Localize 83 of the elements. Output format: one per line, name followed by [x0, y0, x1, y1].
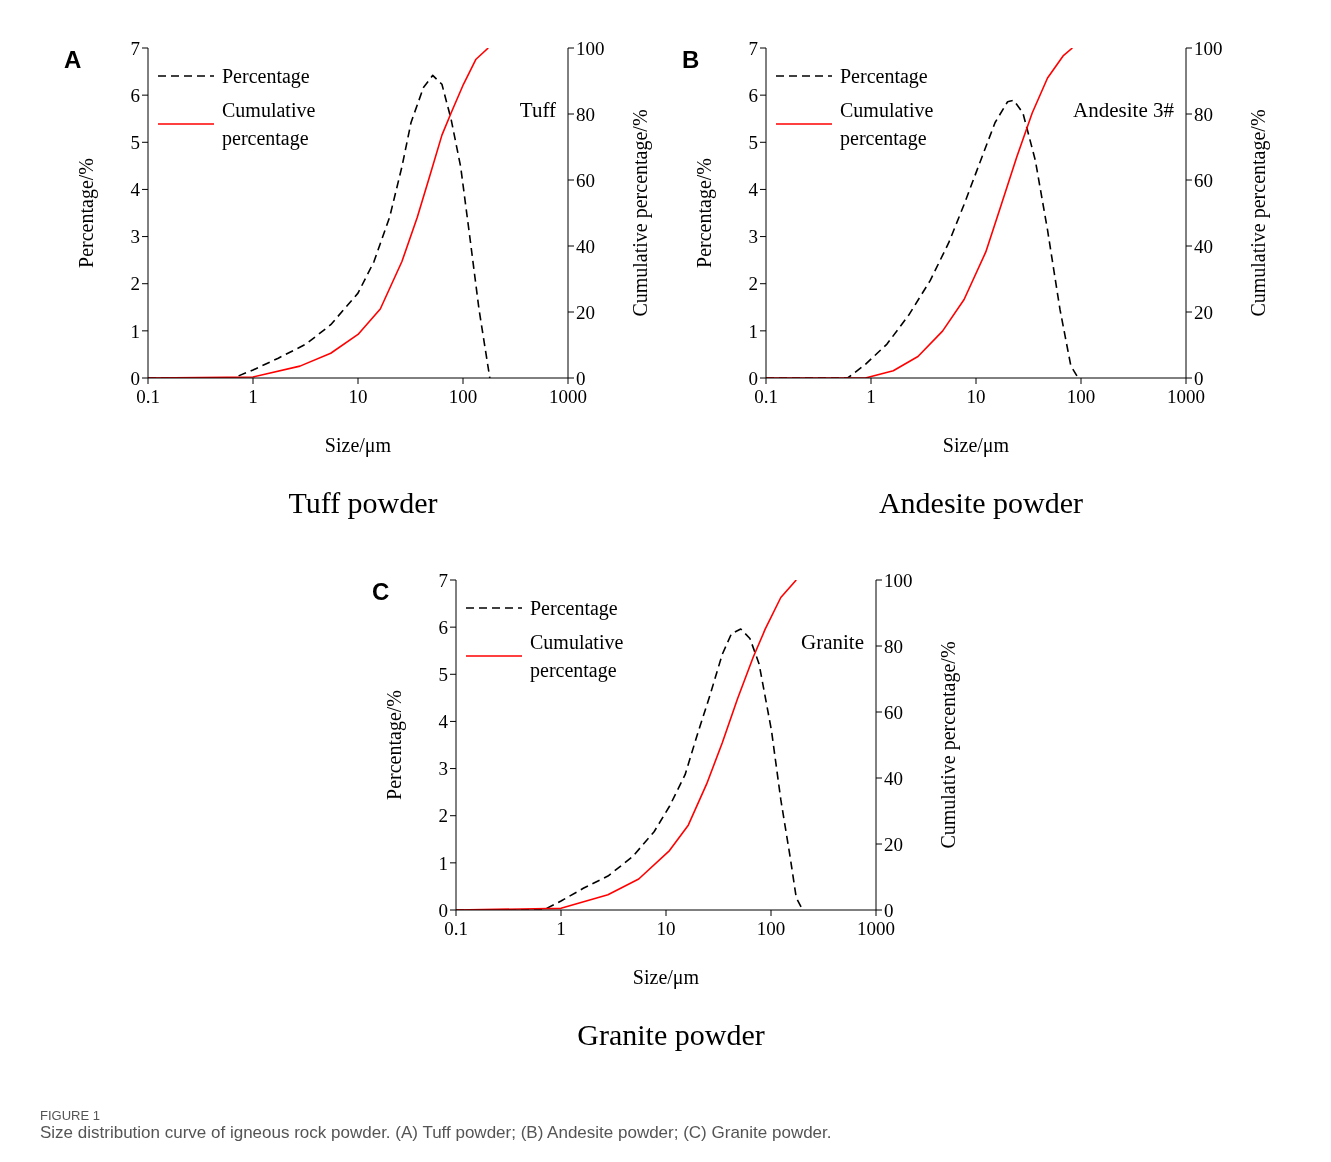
x-tick-label: 100 — [756, 918, 786, 940]
y2-tick-label: 60 — [576, 169, 595, 191]
y2-tick-label: 60 — [1194, 169, 1213, 191]
text: Tuff powder — [287, 486, 439, 520]
y-tick-label: 2 — [438, 805, 448, 827]
x-tick-label: 1 — [556, 918, 566, 940]
y-tick-label: 0 — [748, 367, 758, 389]
y2-tick-label: 40 — [576, 235, 595, 257]
y-tick-label: 6 — [748, 84, 758, 106]
text: Andesite powder — [877, 486, 1085, 520]
legend-label: Percentage — [840, 64, 928, 90]
caption: FIGURE 1 — [40, 1108, 101, 1123]
x-tick-label: 10 — [348, 386, 368, 408]
y-tick-label: 7 — [748, 37, 758, 59]
y2-tick-label: 20 — [884, 833, 903, 855]
x-tick-label: 0.1 — [754, 386, 778, 408]
y-axis-title: Percentage/% — [75, 158, 99, 268]
y2-tick-label: 100 — [1194, 37, 1223, 59]
y-tick-label: 1 — [130, 320, 140, 342]
y-tick-label: 3 — [130, 226, 140, 248]
text: C — [372, 578, 390, 606]
y-tick-label: 6 — [438, 616, 448, 638]
x-tick-label: 1 — [248, 386, 258, 408]
text: B — [682, 46, 700, 74]
x-tick-label: 10 — [656, 918, 676, 940]
legend-label: Percentage — [222, 64, 310, 90]
x-tick-label: 1000 — [549, 386, 587, 408]
x-tick-label: 1 — [866, 386, 876, 408]
y-tick-label: 3 — [748, 226, 758, 248]
text: A — [64, 46, 82, 74]
x-tick-label: 10 — [966, 386, 986, 408]
x-axis-title: Size/μm — [632, 966, 700, 989]
y2-tick-label: 60 — [884, 701, 903, 723]
x-tick-label: 1000 — [1167, 386, 1205, 408]
text: Size distribution curve of igneous rock powder. (A) Tuff powder; (B) Andesite powder; (C) Granite powder. — [40, 1123, 832, 1143]
y2-tick-label: 20 — [576, 301, 595, 323]
x-tick-label: 0.1 — [136, 386, 160, 408]
x-tick-label: 100 — [448, 386, 478, 408]
y-tick-label: 1 — [438, 852, 448, 874]
annotation: Andesite 3# — [1073, 98, 1174, 123]
y-tick-label: 1 — [748, 320, 758, 342]
y2-tick-label: 0 — [884, 899, 894, 921]
y2-tick-label: 80 — [576, 103, 595, 125]
y2-tick-label: 80 — [1194, 103, 1213, 125]
y2-axis-title: Cumulative percentage/% — [1247, 109, 1271, 317]
y2-tick-label: 40 — [1194, 235, 1213, 257]
y2-tick-label: 0 — [1194, 367, 1204, 389]
x-tick-label: 1000 — [857, 918, 895, 940]
x-tick-label: 0.1 — [444, 918, 468, 940]
y-tick-label: 4 — [748, 179, 759, 201]
legend-label: Cumulative percentage — [530, 630, 625, 684]
y-tick-label: 2 — [130, 273, 140, 295]
y-tick-label: 7 — [438, 569, 448, 591]
y-tick-label: 4 — [130, 179, 141, 201]
y2-axis-title: Cumulative percentage/% — [937, 641, 961, 849]
y2-tick-label: 20 — [1194, 301, 1213, 323]
y2-tick-label: 100 — [884, 569, 913, 591]
x-tick-label: 100 — [1066, 386, 1096, 408]
y-tick-label: 0 — [130, 367, 140, 389]
y2-tick-label: 80 — [884, 635, 903, 657]
y-tick-label: 2 — [748, 273, 758, 295]
text: Granite powder — [576, 1018, 766, 1052]
y-tick-label: 0 — [438, 899, 448, 921]
legend-label: Percentage — [530, 596, 618, 622]
y-tick-label: 5 — [438, 664, 448, 686]
y-tick-label: 5 — [130, 132, 140, 154]
annotation: Tuff — [519, 98, 556, 123]
y-tick-label: 6 — [130, 84, 140, 106]
y2-tick-label: 100 — [576, 37, 605, 59]
x-axis-title: Size/μm — [324, 434, 392, 457]
y-axis-title: Percentage/% — [693, 158, 717, 268]
y2-tick-label: 40 — [884, 767, 903, 789]
legend-label: Cumulative percentage — [222, 98, 317, 152]
y-tick-label: 7 — [130, 37, 140, 59]
y-tick-label: 5 — [748, 132, 758, 154]
y-axis-title: Percentage/% — [383, 690, 407, 800]
annotation: Granite — [801, 630, 864, 655]
y2-axis-title: Cumulative percentage/% — [629, 109, 653, 317]
y-tick-label: 4 — [438, 711, 449, 733]
y2-tick-label: 0 — [576, 367, 586, 389]
x-axis-title: Size/μm — [942, 434, 1010, 457]
legend-label: Cumulative percentage — [840, 98, 935, 152]
y-tick-label: 3 — [438, 758, 448, 780]
